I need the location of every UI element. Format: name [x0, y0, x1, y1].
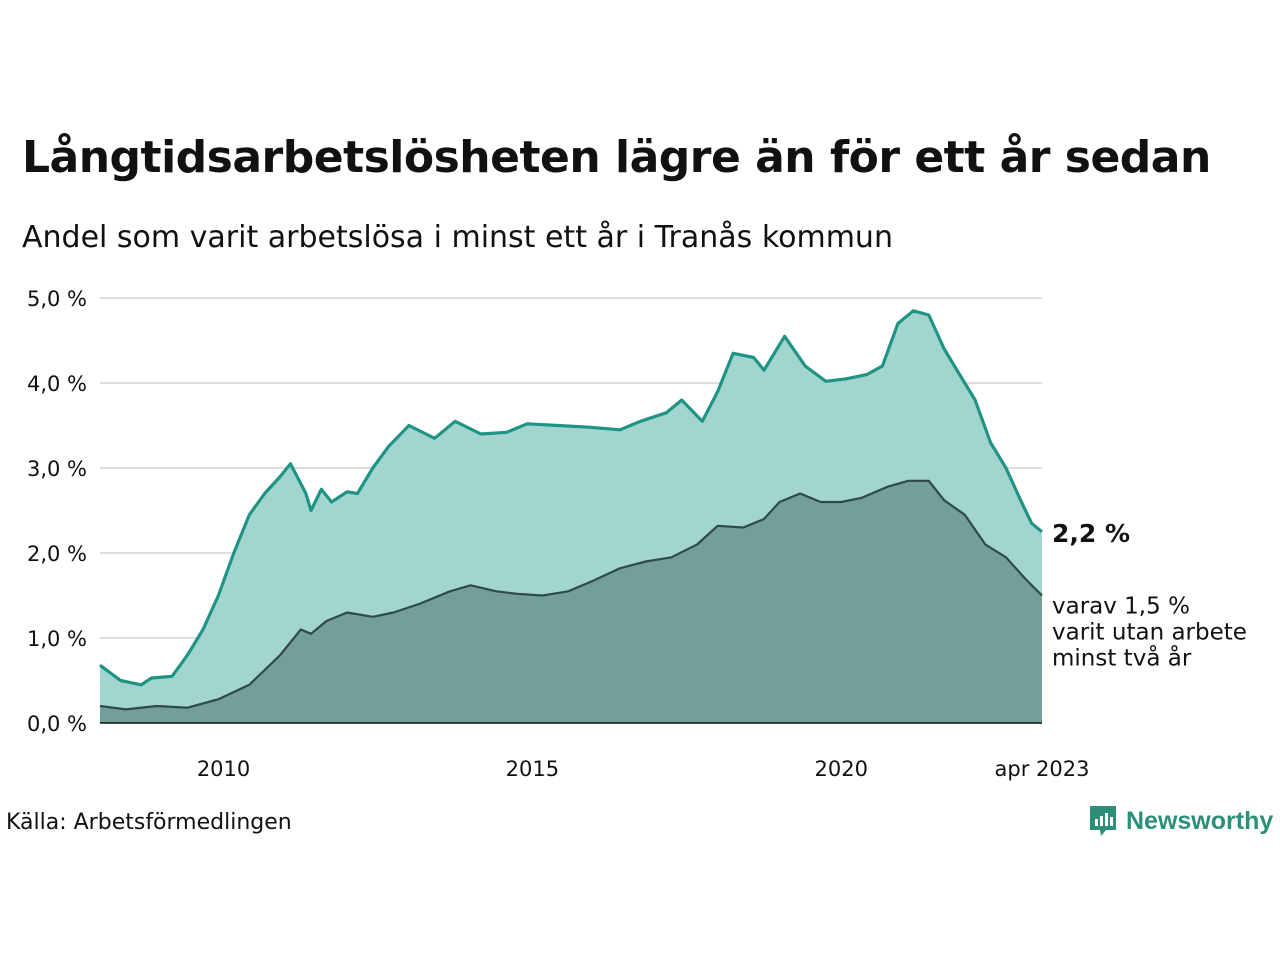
brand-logo: Newsworthy [1088, 804, 1273, 838]
y-tick-label: 3,0 % [27, 457, 87, 481]
y-tick-label: 5,0 % [27, 287, 87, 311]
y-tick-label: 0,0 % [27, 712, 87, 736]
y-axis-labels: 0,0 % 1,0 % 2,0 % 3,0 % 4,0 % 5,0 % [27, 287, 87, 736]
x-tick-label: 2010 [197, 757, 250, 781]
x-tick-label: 2020 [815, 757, 868, 781]
series-line [99, 309, 1044, 687]
y-tick-label: 4,0 % [27, 372, 87, 396]
x-axis-labels: 2010 2015 2020 apr 2023 [197, 757, 1090, 781]
brand-name: Newsworthy [1126, 806, 1274, 835]
series-area [100, 480, 1042, 723]
note-line: varit utan arbete [1052, 620, 1247, 646]
source-credit: Källa: Arbetsförmedlingen [6, 810, 292, 835]
x-tick-label: 2015 [506, 757, 559, 781]
end-value-label: 2,2 % [1052, 519, 1130, 548]
x-tick-label: apr 2023 [995, 757, 1090, 781]
area-chart: 0,0 %1,0 %2,0 %3,0 %4,0 %5,0 % 2010 2015 2… [27, 287, 1254, 781]
sub-series-note: varav 1,5 % varit utan arbete minst två … [1052, 594, 1254, 672]
note-line: minst två år [1052, 644, 1192, 672]
y-tick-label: 2,0 % [27, 542, 87, 566]
series-lines [99, 309, 1044, 724]
note-line: varav 1,5 % [1052, 594, 1190, 620]
newsworthy-logo-icon [1090, 806, 1116, 836]
chart-title: Långtidsarbetslösheten lägre än för ett … [22, 132, 1211, 183]
y-tick-label: 1,0 % [27, 627, 87, 651]
series-areas [100, 310, 1042, 723]
series-line [99, 479, 1043, 711]
chart-subtitle: Andel som varit arbetslösa i minst ett å… [22, 220, 893, 255]
